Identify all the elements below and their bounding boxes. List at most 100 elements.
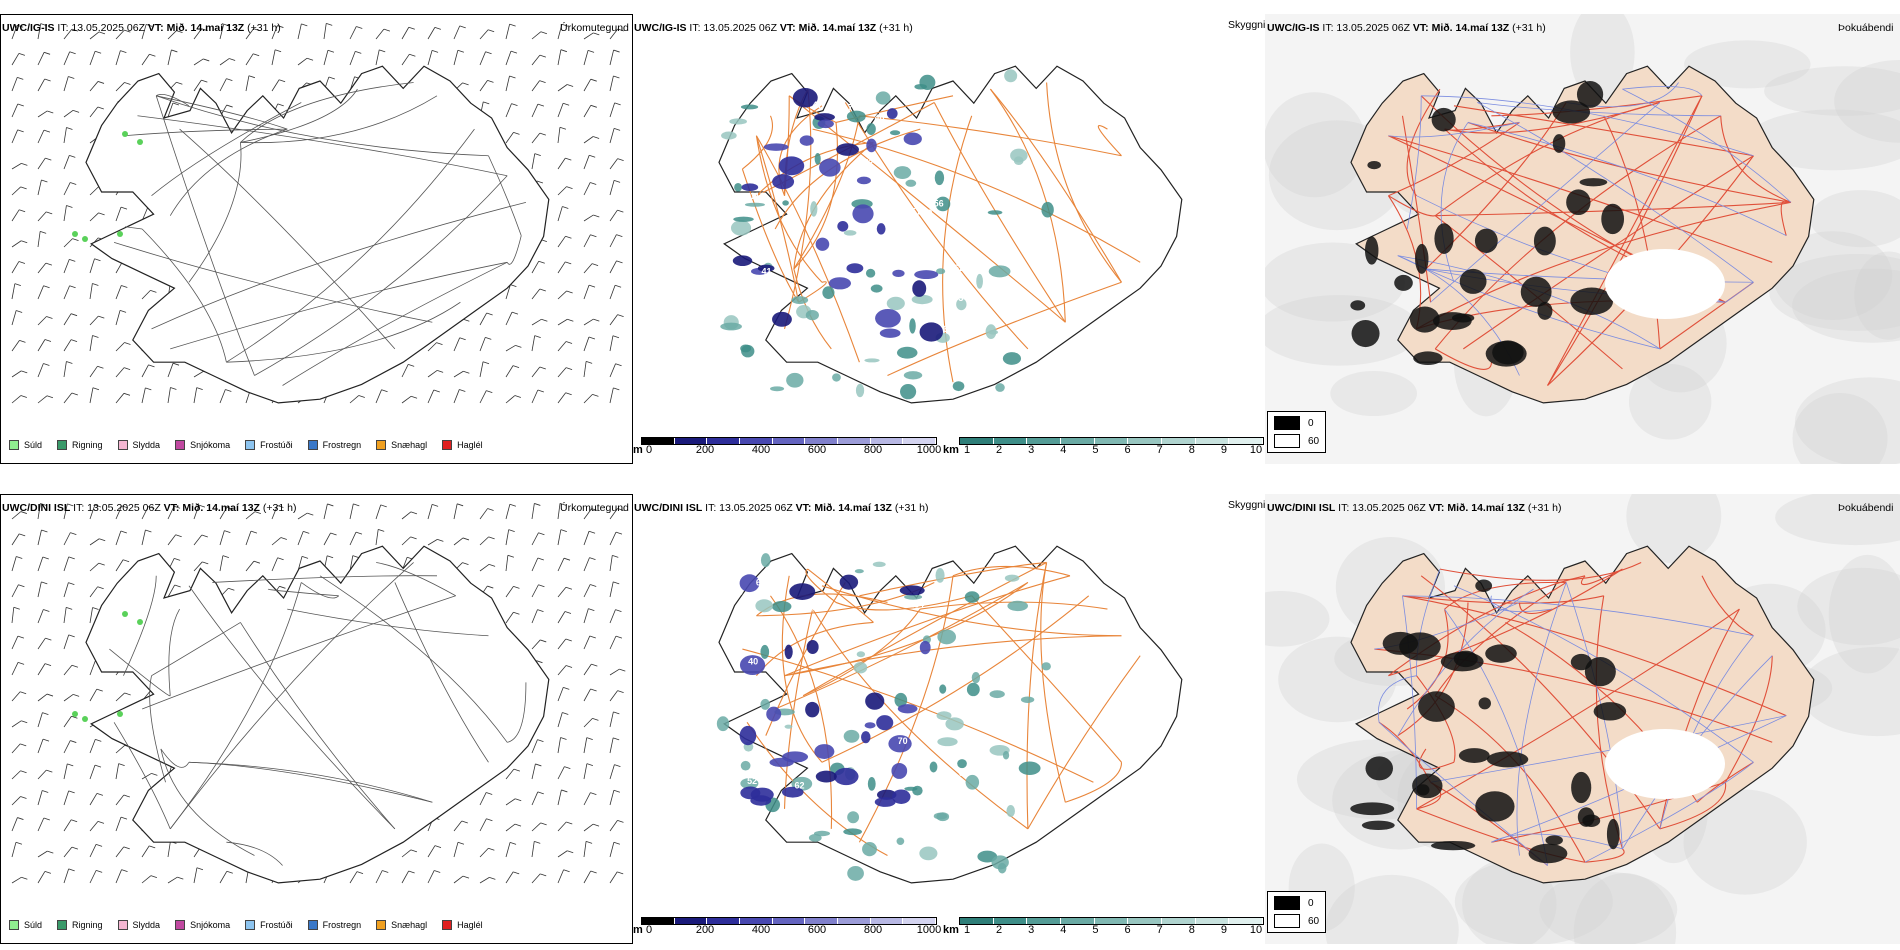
colorbar-tick: 9 [1220,924,1227,936]
ceiling-value-label: 60 [922,208,932,218]
variable-label-ceiling-row1: Skyggni [1228,19,1266,31]
colorbar-unit: m [633,444,643,456]
colorbar-segment [960,918,994,924]
title-ceiling-row2: UWC/DINI ISL IT: 13.05.2025 06Z VT: Mið.… [634,502,929,514]
legend-item-precip: Rigning [57,440,103,450]
precip-spots [72,131,143,242]
ceiling-value-label: 116 [750,191,765,201]
colorbar-tick: 10 [1249,444,1263,456]
legend-swatch [175,440,186,450]
colorbar-tick: 200 [695,924,715,936]
panel-precip-type-row1: Súld Rigning Slydda Snjókoma Frostúði Frostre… [0,14,633,464]
ceiling-value-label: 62 [954,263,964,273]
ceiling-value-label: 40 [748,657,758,667]
colorbar-tick: 400 [751,444,771,456]
fog-legend-item: 0 [1274,896,1319,910]
coastline [718,65,1183,404]
precip-legend-row2: Súld Rigning Slydda Snjókoma Frostúði Frostre… [0,915,489,935]
legend-item-precip: Snjókoma [175,920,230,930]
colorbar-segment [838,918,871,924]
colorbar-gradient [959,917,1264,925]
glacier [1605,249,1725,319]
colorbar-tick: 4 [1060,444,1067,456]
legend-label: Snjókoma [190,440,231,450]
colorbar-tick: 600 [807,924,827,936]
legend-swatch [57,440,68,450]
legend-label: Slydda [132,920,161,930]
ceiling-patches [739,574,931,807]
ceiling-value-label: 22 [838,754,848,764]
ceiling-value-label: 56 [934,198,944,208]
legend-item-precip: Frostúði [245,920,293,930]
colorbar-segment [805,438,839,444]
colorbar-segment [1061,918,1095,924]
fog-patches [1350,579,1627,864]
ceiling-value-label: 44 [822,308,832,318]
ceiling-value-label: 34 [906,304,916,314]
ceiling-colorbar-row2: m 0 200 400 600 800 1000 [633,917,942,941]
title-precip-row1: UWC/IG-IS IT: 13.05.2025 06Z VT: Mið. 14… [2,22,281,34]
colorbar-unit: km [943,924,959,936]
variable-label-fog-row1: Þokuábendi [1838,22,1894,34]
ceiling-value-label: 50 [767,100,777,110]
colorbar-segment [1027,918,1062,924]
colorbar-tick: 9 [1220,444,1227,456]
ceiling-value-label: 76 [848,103,858,113]
legend-label: Frostregn [322,440,362,450]
ceiling-value-label: 51 [911,206,921,216]
fog-legend-item: 0 [1274,416,1319,430]
fog-legend-swatch [1274,896,1300,910]
colorbar-segment [740,438,773,444]
colorbar-segment [772,438,806,444]
colorbar-segment [642,438,675,444]
panel-ceiling-row2: 70 68 76 19 40 52 60 134 33 62 22 60 69 [633,494,1265,944]
legend-label: Frostúði [260,920,293,930]
colorbar-segment [772,918,806,924]
fog-map-row2 [1265,494,1900,944]
legend-label: Súld [24,440,43,450]
colorbar-segment [1195,438,1230,444]
colorbar-segment [1229,438,1264,444]
legend-item-precip: Snjókoma [175,440,230,450]
colorbar-tick: 800 [863,924,883,936]
colorbar-tick: 1000 [916,924,942,936]
legend-swatch [245,920,256,930]
legend-swatch [117,920,128,930]
legend-label: Snæhagl [391,440,428,450]
precip-map-row1 [11,23,624,404]
colorbar-segment [1162,438,1196,444]
colorbar-segment [993,918,1028,924]
legend-item-precip: Frostregn [307,440,362,450]
road-network [741,82,1141,383]
legend-item-precip: Slydda [117,440,160,450]
ceiling-value-label: 11 [936,150,946,160]
legend-label: Rigning [72,440,103,450]
variable-label-precip-row1: Úrkomutegund [560,22,629,34]
ceiling-map-row2: 70 68 76 19 40 52 60 134 33 62 22 60 69 [716,545,1183,884]
panel-fog-row1 [1265,14,1900,464]
colorbar-segment [1094,438,1129,444]
colorbar-segment [870,918,904,924]
colorbar-tick: 6 [1124,924,1131,936]
legend-label: Súld [24,920,43,930]
legend-item-precip: Haglél [442,440,483,450]
colorbar-segment [993,438,1028,444]
ceiling-value-label: 68 [739,605,749,615]
fog-legend-label: 60 [1308,915,1320,927]
fog-legend-label: 60 [1308,435,1320,447]
title-precip-row2: UWC/DINI ISL IT: 13.05.2025 06Z VT: Mið.… [2,502,297,514]
colorbar-segment [903,438,937,444]
fog-legend-swatch [1274,914,1300,928]
fog-legend-row1: 0 60 [1267,411,1327,453]
colorbar-tick: 400 [751,924,771,936]
colorbar-segment [707,918,741,924]
legend-swatch [57,920,68,930]
title-fog-row1: UWC/IG-IS IT: 13.05.2025 06Z VT: Mið. 14… [1267,22,1546,34]
colorbar-segment [1061,438,1095,444]
colorbar-tick: 6 [1124,444,1131,456]
colorbar-tick: 2 [996,444,1003,456]
colorbar-unit: m [633,924,643,936]
colorbar-tick: 3 [1028,924,1035,936]
glacier [1605,729,1725,799]
colorbar-segment [707,438,741,444]
